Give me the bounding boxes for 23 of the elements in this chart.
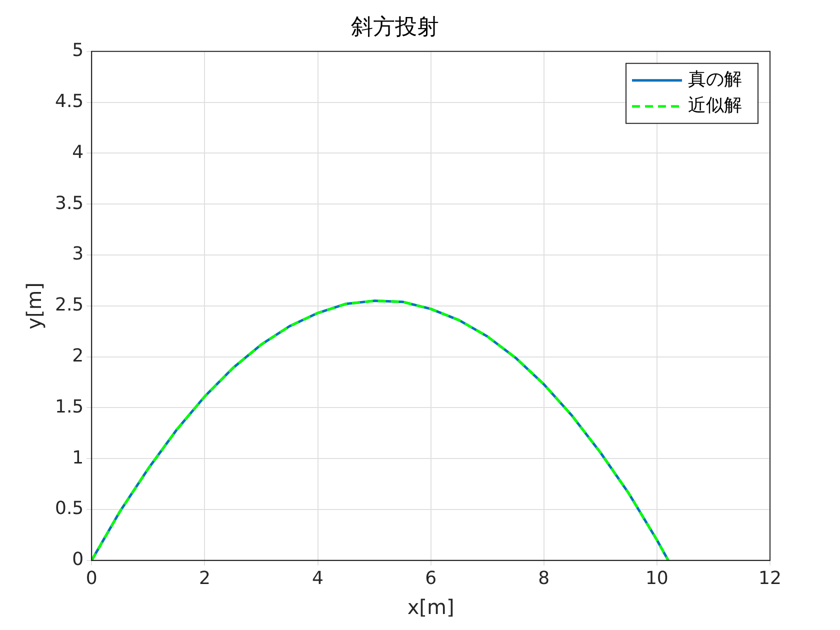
y-tick-label: 0.5 [54,498,84,520]
x-tick-label: 12 [758,568,782,589]
x-tick-label: 8 [538,568,550,589]
y-tick-label: 4.5 [54,90,84,112]
y-tick-label: 5 [72,40,84,62]
x-tick-label: 6 [425,568,437,589]
y-tick-label: 2.5 [54,294,84,316]
y-tick-label: 3 [72,244,84,265]
legend-label: 真の解 [688,69,742,90]
y-tick-label: 1 [72,447,84,468]
y-tick-label: 0 [72,549,84,570]
y-tick-label: 1.5 [54,396,84,418]
x-axis-title: x[m] [407,595,454,620]
y-tick-label: 4 [72,142,84,163]
y-tick-label: 2 [72,345,84,366]
y-tick-label: 3.5 [54,192,84,214]
legend-label: 近似解 [688,95,742,116]
x-tick-label: 2 [198,568,210,589]
x-tick-label: 10 [645,568,668,589]
x-tick-label: 0 [86,568,98,589]
chart-title: 斜方投射 [351,14,439,40]
y-axis-title: y[m] [22,282,46,330]
x-tick-label: 4 [312,568,324,589]
